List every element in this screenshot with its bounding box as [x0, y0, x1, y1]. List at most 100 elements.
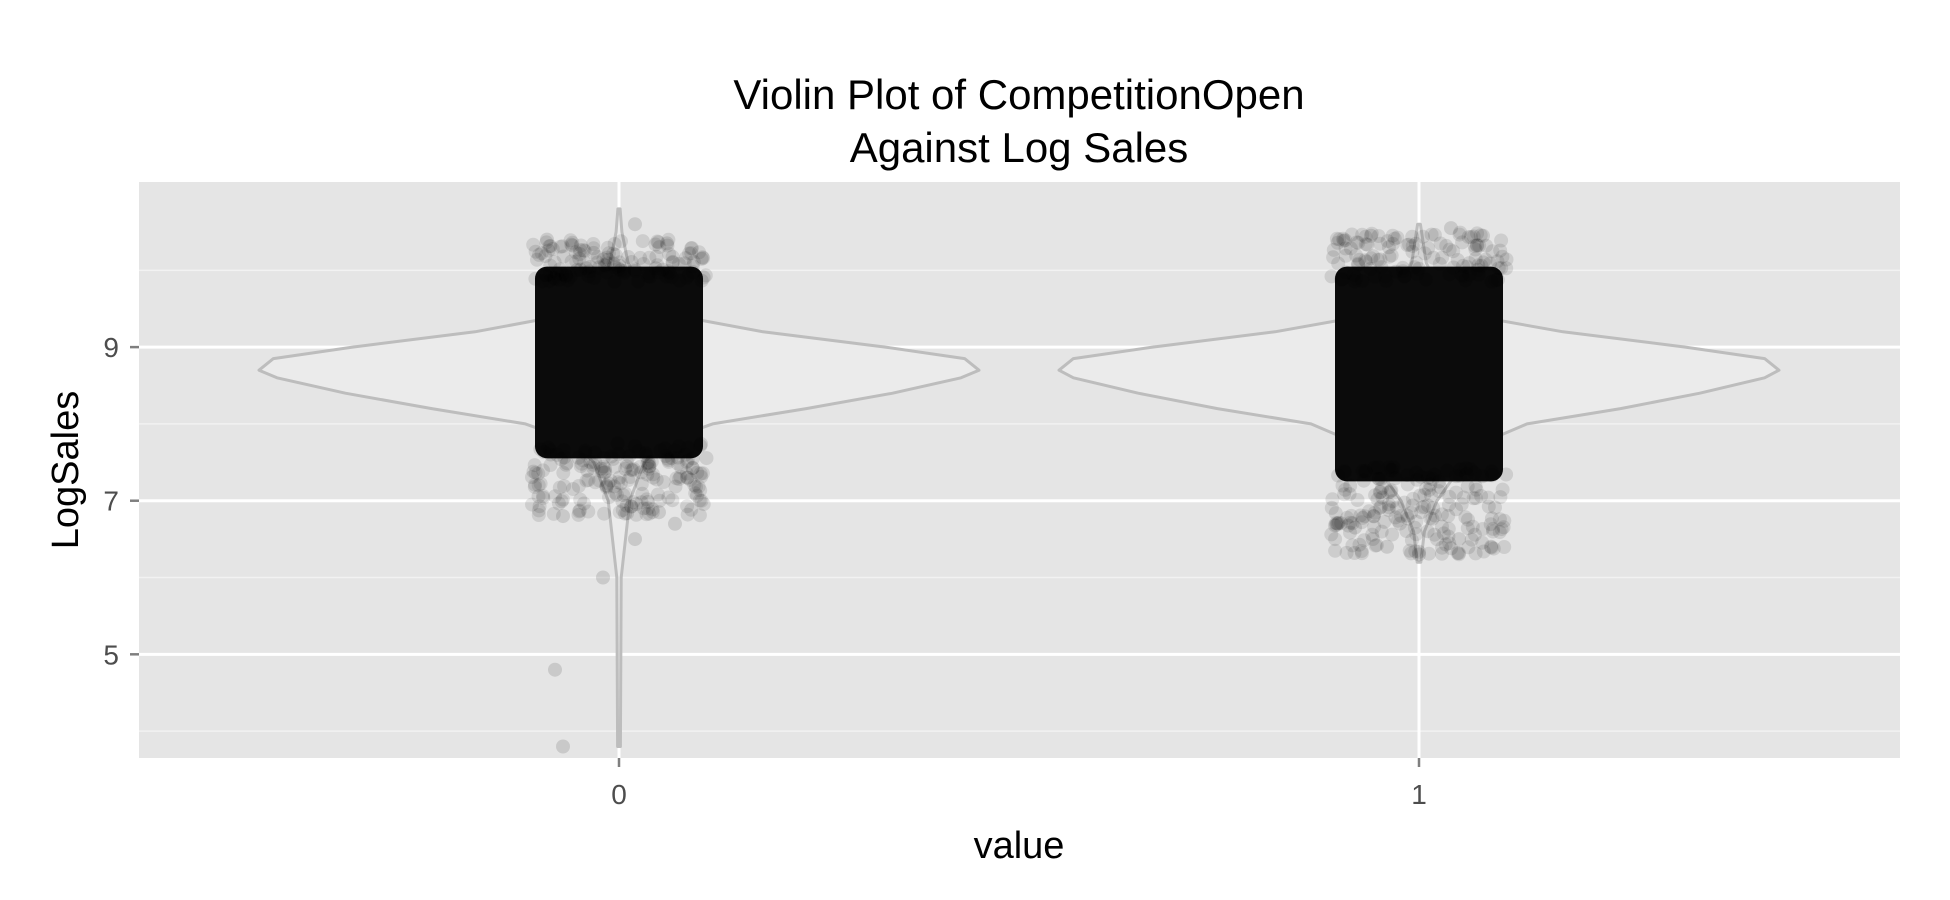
- jitter-point: [1422, 482, 1437, 497]
- outlier-point: [628, 217, 642, 232]
- jitter-point: [1451, 546, 1466, 560]
- jitter-point: [1368, 538, 1383, 553]
- jitter-point: [598, 465, 613, 479]
- jitter-point: [1344, 508, 1359, 523]
- jitter-point: [1439, 238, 1454, 253]
- jitter-point: [1441, 521, 1456, 536]
- jitter-point: [583, 259, 598, 274]
- jitter-point: [1410, 472, 1424, 487]
- point-cloud-core: [1335, 266, 1503, 482]
- jitter-point: [1367, 460, 1382, 475]
- jitter-point: [1421, 546, 1436, 561]
- jitter-point: [1417, 499, 1432, 514]
- jitter-point: [1415, 500, 1430, 515]
- jitter-point: [1394, 508, 1408, 523]
- jitter-point: [526, 464, 541, 479]
- jitter-point: [528, 477, 542, 492]
- jitter-point: [685, 460, 700, 475]
- jitter-point: [573, 243, 588, 258]
- jitter-point: [1331, 468, 1346, 483]
- x-axis-title: value: [974, 825, 1065, 867]
- jitter-point: [1492, 525, 1507, 540]
- points-group-1: [1324, 221, 1514, 562]
- jitter-point: [682, 246, 697, 261]
- jitter-point: [1340, 510, 1355, 525]
- jitter-point: [1442, 267, 1457, 282]
- jitter-point: [607, 237, 622, 251]
- jitter-point: [672, 273, 687, 288]
- y-axis-title: LogSales: [45, 391, 87, 549]
- jitter-point: [565, 238, 580, 253]
- jitter-point: [1402, 237, 1417, 252]
- jitter-point: [1366, 249, 1381, 264]
- jitter-point: [1414, 505, 1429, 520]
- jitter-point: [557, 450, 572, 465]
- jitter-point: [1347, 274, 1362, 289]
- jitter-point: [1347, 546, 1362, 560]
- jitter-point: [602, 490, 616, 505]
- jitter-point: [661, 454, 676, 469]
- jitter-point: [579, 473, 594, 488]
- jitter-point: [559, 456, 574, 471]
- jitter-point: [1371, 460, 1386, 475]
- jitter-point: [615, 503, 630, 518]
- jitter-point: [1385, 527, 1400, 542]
- jitter-point: [587, 271, 602, 285]
- jitter-point: [646, 470, 661, 485]
- jitter-point: [656, 475, 671, 489]
- jitter-point: [621, 250, 636, 264]
- jitter-point: [661, 232, 676, 247]
- jitter-point: [1451, 547, 1466, 562]
- jitter-point: [1441, 497, 1456, 512]
- outlier-point: [1412, 547, 1426, 562]
- jitter-point: [1338, 482, 1353, 497]
- jitter-point: [1467, 238, 1482, 253]
- jitter-point: [1427, 508, 1442, 523]
- jitter-point: [1436, 526, 1451, 541]
- jitter-point: [1392, 516, 1407, 531]
- jitter-point: [1371, 229, 1386, 243]
- outlier-point: [1484, 539, 1498, 554]
- jitter-point: [581, 473, 596, 487]
- jitter-point: [1353, 508, 1368, 523]
- jitter-point: [619, 459, 634, 474]
- jitter-point: [1373, 236, 1388, 251]
- jitter-point: [1432, 474, 1447, 489]
- jitter-point: [1388, 510, 1403, 525]
- jitter-point: [592, 473, 607, 488]
- jitter-point: [642, 506, 657, 521]
- jitter-point: [603, 473, 618, 488]
- jitter-point: [531, 466, 546, 481]
- jitter-point: [639, 492, 654, 507]
- jitter-point: [683, 472, 698, 487]
- jitter-point: [1420, 524, 1435, 539]
- jitter-point: [687, 478, 702, 493]
- violin-0: [257, 207, 981, 748]
- jitter-point: [633, 459, 648, 474]
- jitter-point: [1499, 252, 1514, 267]
- x-tick-label: 0: [611, 779, 627, 810]
- jitter-point: [652, 240, 667, 255]
- jitter-point: [1382, 249, 1397, 264]
- jitter-point: [655, 262, 670, 277]
- jitter-point: [1426, 250, 1441, 265]
- jitter-point: [1435, 250, 1450, 265]
- jitter-point: [1459, 461, 1474, 476]
- jitter-point: [1438, 537, 1453, 552]
- jitter-point: [686, 265, 701, 280]
- jitter-point: [1365, 532, 1380, 546]
- jitter-point: [1446, 244, 1461, 259]
- jitter-point: [1442, 536, 1457, 551]
- jitter-point: [1349, 235, 1364, 250]
- jitter-point: [1350, 493, 1365, 507]
- jitter-point: [571, 479, 586, 493]
- jitter-point: [548, 489, 562, 504]
- jitter-point: [618, 506, 633, 521]
- outlier-point: [540, 232, 554, 247]
- jitter-point: [665, 493, 680, 508]
- jitter-point: [1468, 242, 1483, 257]
- jitter-point: [1368, 488, 1383, 503]
- jitter-point: [1409, 514, 1424, 529]
- jitter-point: [662, 247, 677, 261]
- jitter-point: [1329, 231, 1344, 246]
